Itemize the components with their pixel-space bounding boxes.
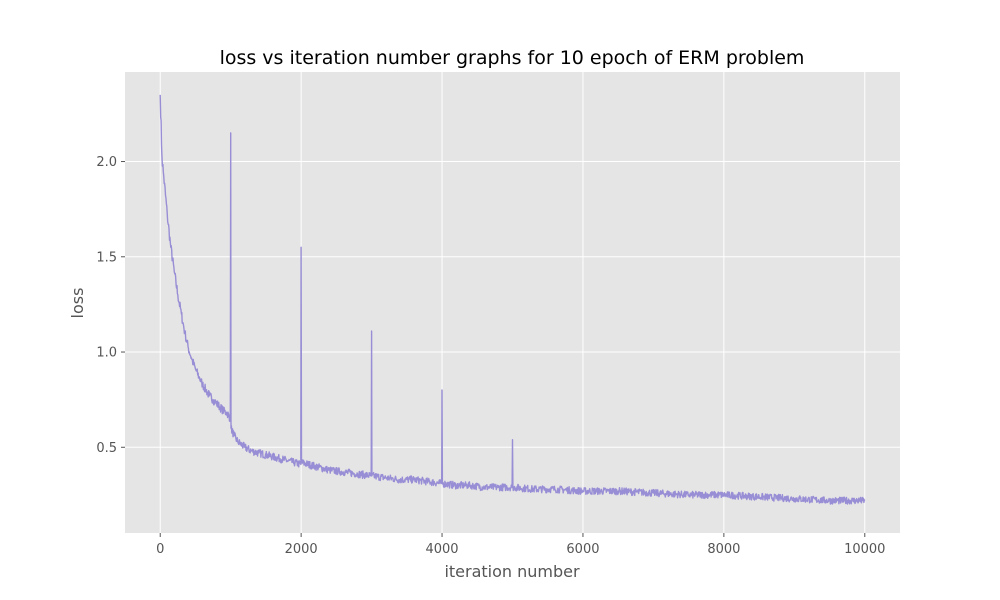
chart-title: loss vs iteration number graphs for 10 e…	[220, 47, 805, 69]
y-tick-label: 2.0	[96, 155, 117, 170]
y-axis-label: loss	[68, 288, 87, 319]
x-axis-label: iteration number	[444, 562, 580, 581]
y-tick-label: 0.5	[96, 441, 117, 456]
loss-series-line	[159, 94, 866, 505]
y-tick-label: 1.0	[96, 346, 117, 361]
series-layer	[159, 94, 866, 505]
y-tick-label: 1.5	[96, 250, 117, 265]
x-tick-label: 0	[156, 542, 164, 557]
x-tick-label: 2000	[285, 542, 318, 557]
x-tick-label: 6000	[566, 542, 599, 557]
x-tick-label: 10000	[844, 542, 885, 557]
x-tick-label: 8000	[707, 542, 740, 557]
x-axis-ticks: 0 2000 4000 6000 8000 10000	[156, 533, 885, 557]
y-axis-ticks: 0.5 1.0 1.5 2.0	[96, 155, 125, 456]
x-tick-label: 4000	[425, 542, 458, 557]
